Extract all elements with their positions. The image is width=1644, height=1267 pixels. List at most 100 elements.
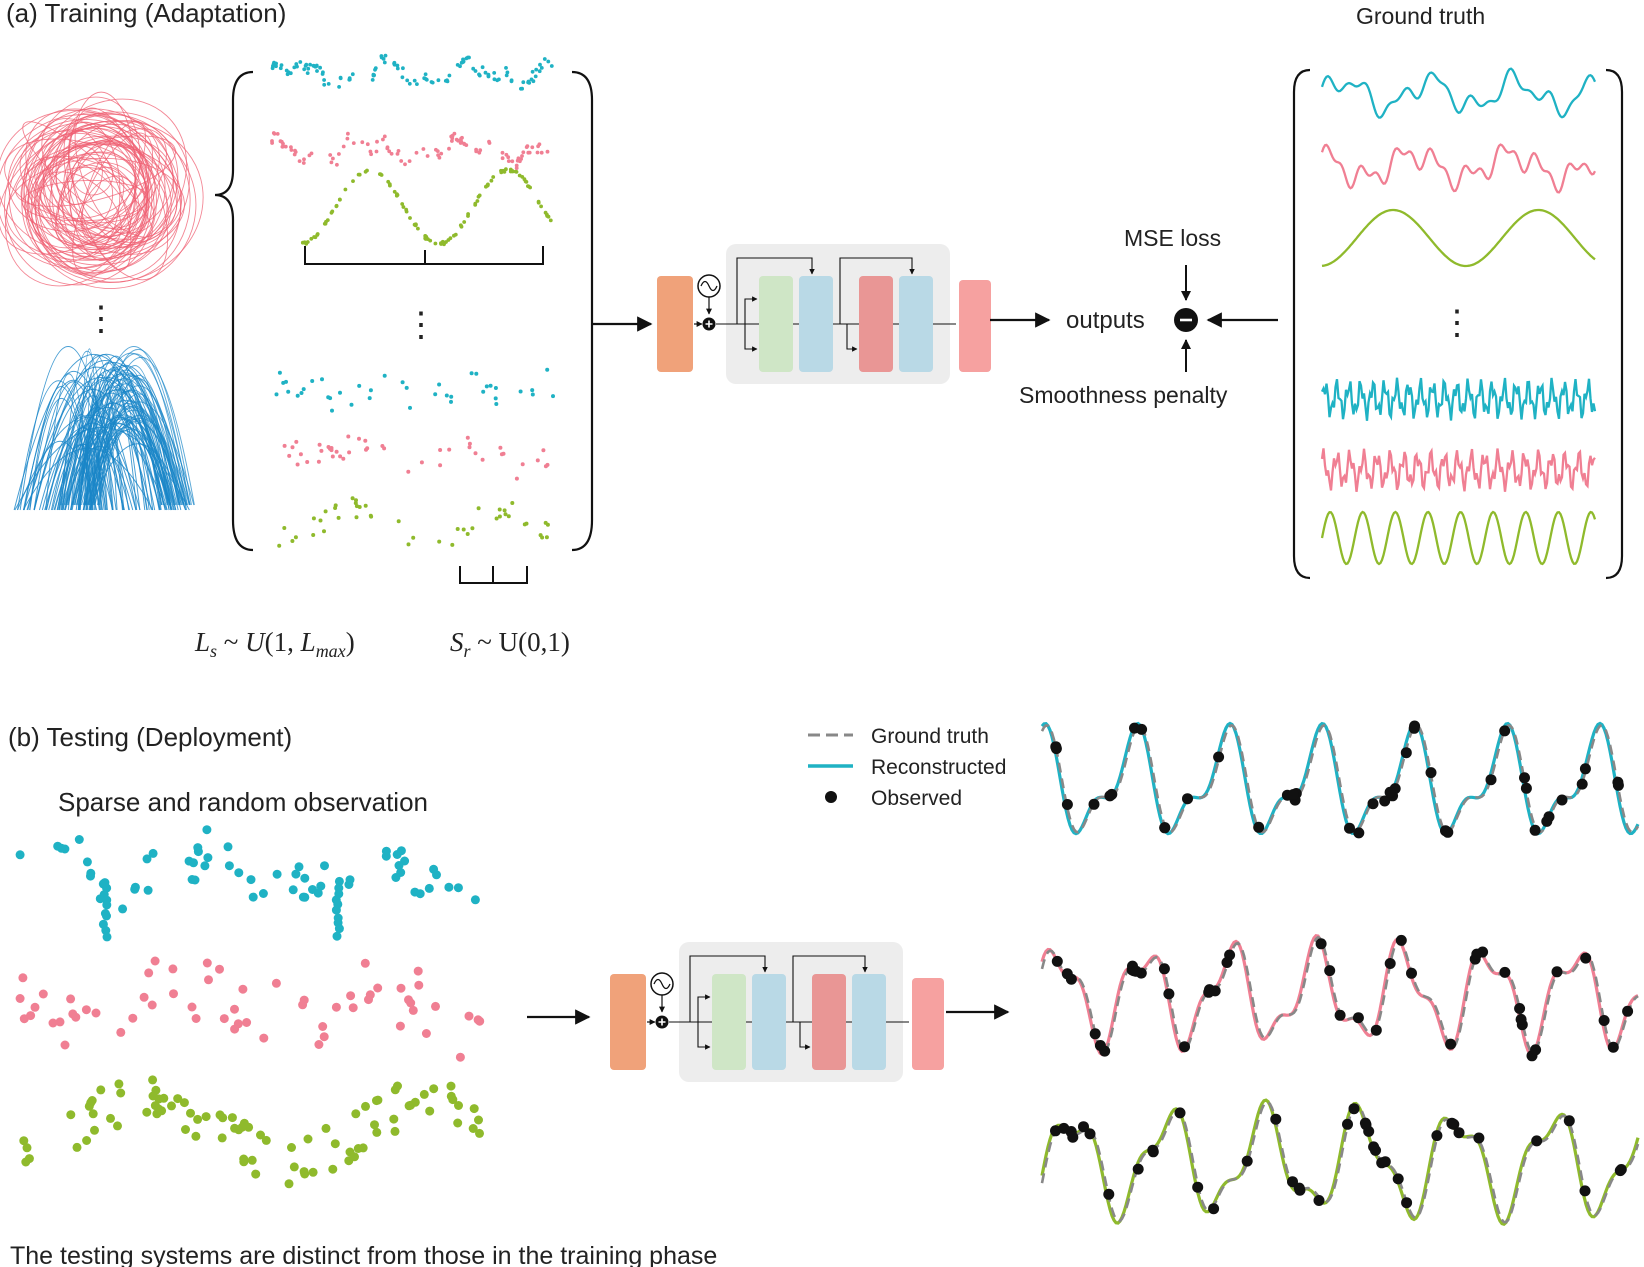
observation-dot bbox=[536, 200, 541, 205]
test-observation-dot bbox=[247, 1155, 257, 1165]
observation-dot bbox=[538, 62, 542, 67]
footer-note: The testing systems are distinct from th… bbox=[10, 1242, 717, 1267]
observation-dot bbox=[338, 454, 343, 459]
test-observation-dot bbox=[189, 858, 198, 868]
observation-dot bbox=[514, 166, 519, 171]
observation-dot bbox=[509, 79, 514, 84]
test-observation-dot bbox=[201, 1112, 211, 1122]
observation-dot bbox=[392, 189, 397, 194]
observation-dot bbox=[491, 175, 496, 179]
input-right-bracket bbox=[571, 70, 594, 552]
attractor-red-loop bbox=[6, 157, 185, 261]
attractor-blue-arc bbox=[91, 377, 185, 506]
observation-dot bbox=[520, 462, 525, 467]
observation-dot bbox=[363, 438, 368, 443]
observation-dot bbox=[433, 392, 438, 397]
observation-dot bbox=[330, 209, 335, 214]
norm-block-2 bbox=[852, 974, 886, 1070]
observation-dot bbox=[498, 445, 503, 450]
test-observation-dot bbox=[348, 1003, 358, 1013]
observed-point bbox=[1179, 1041, 1190, 1053]
observation-dot bbox=[375, 139, 379, 144]
test-observation-dot bbox=[187, 1002, 197, 1012]
observed-point bbox=[1088, 798, 1100, 810]
test-observation-dot bbox=[168, 964, 178, 974]
observation-dot bbox=[379, 55, 384, 60]
observation-dot bbox=[506, 159, 511, 164]
gt-wave-teal-fast bbox=[1320, 377, 1597, 421]
observation-dot bbox=[274, 61, 278, 66]
observed-point bbox=[1499, 725, 1511, 737]
observed-point bbox=[1089, 1028, 1101, 1040]
observation-dot bbox=[363, 169, 368, 174]
observation-dot bbox=[435, 149, 440, 154]
observation-dot bbox=[486, 72, 491, 77]
observation-dot bbox=[484, 384, 489, 389]
observation-dot bbox=[526, 184, 530, 189]
observation-dot bbox=[289, 148, 294, 152]
observation-dot bbox=[527, 81, 532, 85]
attractor-red-loop bbox=[0, 120, 160, 255]
observation-dot bbox=[357, 505, 362, 509]
test-observation-dot bbox=[179, 1098, 189, 1108]
test-observation-dot bbox=[181, 1125, 190, 1134]
observation-dot bbox=[322, 529, 326, 534]
test-observation-dot bbox=[381, 846, 391, 856]
observed-point bbox=[1315, 938, 1327, 950]
test-observation-dot bbox=[298, 892, 308, 902]
observation-dot bbox=[416, 226, 420, 231]
test-observation-dot bbox=[464, 1011, 474, 1021]
observation-dot bbox=[506, 155, 511, 160]
observation-dot bbox=[317, 442, 322, 447]
test-observation-dot bbox=[128, 1013, 138, 1023]
observed-point bbox=[1241, 1155, 1253, 1167]
observed-point bbox=[1400, 747, 1412, 759]
training-sparse-series-top bbox=[270, 53, 554, 247]
observation-dot bbox=[548, 218, 553, 223]
observation-dot bbox=[551, 394, 555, 399]
observation-dot bbox=[530, 392, 535, 397]
observed-point bbox=[1408, 722, 1420, 734]
test-observation-dot bbox=[87, 1096, 97, 1105]
observed-point bbox=[1324, 965, 1336, 977]
attractor-red-loop bbox=[25, 108, 181, 255]
observation-dot bbox=[465, 532, 470, 536]
attractor-blue-arc bbox=[79, 390, 180, 506]
observation-dot bbox=[311, 533, 316, 537]
observed-point bbox=[1130, 965, 1142, 977]
test-observation-dot bbox=[60, 1040, 70, 1050]
observation-dot bbox=[298, 452, 303, 457]
test-observation-dot bbox=[272, 869, 282, 879]
observed-point bbox=[1065, 973, 1077, 985]
observation-dot bbox=[458, 64, 462, 69]
branch-1b bbox=[697, 1022, 711, 1050]
output-projection-block bbox=[959, 280, 991, 372]
observation-dot bbox=[301, 387, 306, 392]
observed-point bbox=[1425, 767, 1437, 779]
observation-dot bbox=[330, 454, 335, 459]
observed-point bbox=[1353, 827, 1365, 839]
observed-point bbox=[1485, 774, 1497, 786]
observation-dot bbox=[530, 145, 535, 150]
attractor-red-loop bbox=[27, 98, 187, 260]
observation-dot bbox=[448, 236, 453, 241]
ground-truth-left-bracket bbox=[1292, 68, 1311, 580]
observation-dot bbox=[400, 202, 405, 206]
test-observation-dot bbox=[358, 1143, 368, 1153]
test-observation-dot bbox=[408, 1005, 418, 1015]
observation-dot bbox=[546, 214, 551, 219]
attractor-red-loop bbox=[68, 129, 132, 271]
test-observation-dot bbox=[288, 885, 298, 895]
smoothness-penalty-label: Smoothness penalty bbox=[1019, 382, 1228, 408]
test-observation-dot bbox=[71, 1012, 81, 1022]
test-observation-dot bbox=[251, 1169, 261, 1179]
observed-point bbox=[1209, 985, 1221, 997]
observation-dot bbox=[488, 383, 493, 388]
test-observation-dot bbox=[394, 861, 404, 870]
test-observation-dot bbox=[82, 1136, 92, 1145]
observation-dot bbox=[436, 78, 441, 83]
test-observation-dot bbox=[453, 883, 463, 893]
observation-dot bbox=[452, 233, 456, 238]
test-observation-dot bbox=[360, 958, 370, 968]
observed-point bbox=[1348, 1103, 1360, 1115]
